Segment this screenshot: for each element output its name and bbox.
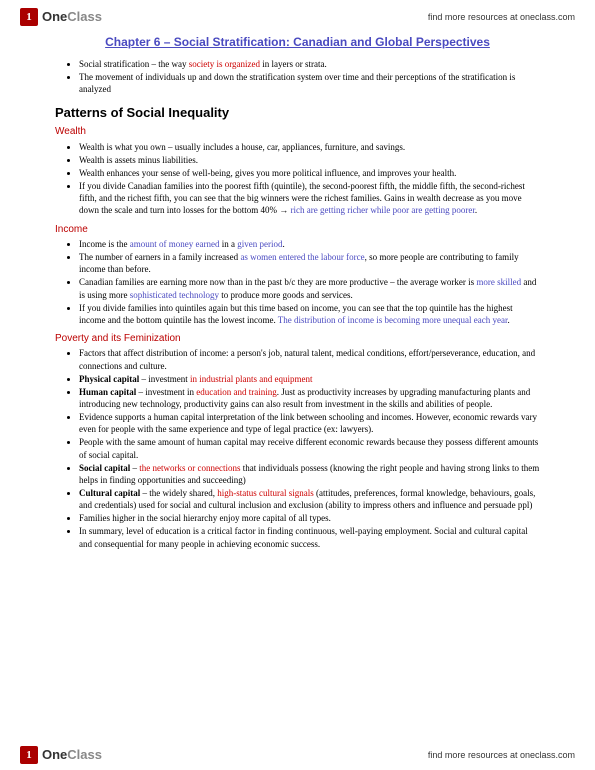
page-footer: 1 OneClass find more resources at onecla… bbox=[0, 746, 595, 764]
list-item: People with the same amount of human cap… bbox=[79, 436, 540, 460]
logo: 1 OneClass bbox=[20, 8, 102, 26]
list-item: Wealth is what you own – usually include… bbox=[79, 141, 540, 153]
subsection-wealth: Wealth bbox=[55, 125, 540, 139]
chapter-title: Chapter 6 – Social Stratification: Canad… bbox=[55, 34, 540, 50]
intro-list: Social stratification – the way society … bbox=[55, 58, 540, 95]
list-item: Social capital – the networks or connect… bbox=[79, 462, 540, 486]
list-item: The number of earners in a family increa… bbox=[79, 251, 540, 275]
list-item: Wealth enhances your sense of well-being… bbox=[79, 167, 540, 179]
footer-link[interactable]: find more resources at oneclass.com bbox=[428, 749, 575, 761]
poverty-list: Factors that affect distribution of inco… bbox=[55, 347, 540, 549]
list-item: Factors that affect distribution of inco… bbox=[79, 347, 540, 371]
list-item: Physical capital – investment in industr… bbox=[79, 373, 540, 385]
document-content: Chapter 6 – Social Stratification: Canad… bbox=[0, 30, 595, 550]
logo-text: OneClass bbox=[42, 746, 102, 764]
list-item: The movement of individuals up and down … bbox=[79, 71, 540, 95]
income-list: Income is the amount of money earned in … bbox=[55, 238, 540, 326]
list-item: Human capital – investment in education … bbox=[79, 386, 540, 410]
page-header: 1 OneClass find more resources at onecla… bbox=[0, 0, 595, 30]
header-link[interactable]: find more resources at oneclass.com bbox=[428, 11, 575, 23]
list-item: Families higher in the social hierarchy … bbox=[79, 512, 540, 524]
section-heading: Patterns of Social Inequality bbox=[55, 104, 540, 122]
list-item: Canadian families are earning more now t… bbox=[79, 276, 540, 300]
list-item: Social stratification – the way society … bbox=[79, 58, 540, 70]
subsection-income: Income bbox=[55, 223, 540, 237]
list-item: Wealth is assets minus liabilities. bbox=[79, 154, 540, 166]
logo-icon: 1 bbox=[20, 746, 38, 764]
wealth-list: Wealth is what you own – usually include… bbox=[55, 141, 540, 217]
list-item: In summary, level of education is a crit… bbox=[79, 525, 540, 549]
footer-logo: 1 OneClass bbox=[20, 746, 102, 764]
logo-text: OneClass bbox=[42, 8, 102, 26]
subsection-poverty: Poverty and its Feminization bbox=[55, 332, 540, 346]
logo-icon: 1 bbox=[20, 8, 38, 26]
list-item: If you divide Canadian families into the… bbox=[79, 180, 540, 216]
list-item: If you divide families into quintiles ag… bbox=[79, 302, 540, 326]
list-item: Income is the amount of money earned in … bbox=[79, 238, 540, 250]
list-item: Cultural capital – the widely shared, hi… bbox=[79, 487, 540, 511]
list-item: Evidence supports a human capital interp… bbox=[79, 411, 540, 435]
